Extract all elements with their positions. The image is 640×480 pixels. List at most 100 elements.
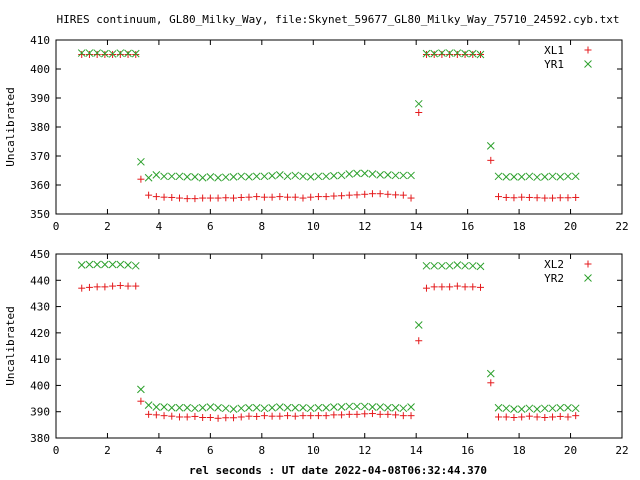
- data-point: [438, 261, 446, 270]
- x-tick-label: 10: [307, 444, 320, 457]
- data-point: [517, 173, 526, 181]
- data-point: [453, 282, 461, 290]
- data-point: [85, 283, 93, 291]
- data-point: [237, 172, 246, 181]
- data-point: [260, 404, 269, 413]
- data-point: [268, 193, 276, 201]
- data-point: [487, 379, 495, 387]
- data-point: [422, 49, 431, 58]
- data-point: [525, 412, 533, 420]
- data-point: [548, 172, 557, 181]
- data-point: [368, 410, 376, 418]
- data-point: [291, 171, 300, 180]
- data-point: [430, 261, 439, 270]
- y-axis-label: Uncalibrated: [4, 306, 17, 385]
- x-tick-label: 18: [512, 220, 525, 233]
- data-point: [392, 191, 400, 199]
- data-point: [230, 194, 238, 202]
- plot-frame: [55, 253, 623, 439]
- x-tick-label: 2: [104, 444, 111, 457]
- data-point: [438, 283, 446, 291]
- data-point: [145, 410, 153, 418]
- x-axis-label: rel seconds : UT date 2022-04-08T06:32:4…: [189, 464, 487, 477]
- data-point: [477, 283, 484, 291]
- data-point: [399, 171, 408, 180]
- data-point: [376, 403, 385, 411]
- data-point: [109, 282, 117, 290]
- data-point: [486, 369, 495, 378]
- data-point: [468, 261, 477, 270]
- data-point: [376, 410, 384, 418]
- data-point: [299, 403, 307, 412]
- data-point: [85, 260, 94, 269]
- data-point: [93, 260, 102, 269]
- x-tick-label: 16: [461, 444, 474, 457]
- data-point: [93, 51, 101, 58]
- data-point: [229, 173, 238, 181]
- data-point: [337, 171, 346, 180]
- data-point: [330, 403, 338, 411]
- x-tick-label: 18: [512, 444, 525, 457]
- data-point: [77, 49, 86, 57]
- data-point: [214, 194, 222, 202]
- data-point: [245, 193, 253, 201]
- data-point: [124, 282, 132, 290]
- y-tick-label: 430: [30, 301, 50, 314]
- data-point: [160, 403, 168, 411]
- data-point: [360, 402, 369, 411]
- y-tick-label: 390: [30, 92, 50, 105]
- data-point: [564, 172, 572, 181]
- x-tick-label: 20: [564, 220, 577, 233]
- legend-marker: [584, 260, 592, 268]
- data-point: [237, 193, 245, 201]
- data-point: [198, 403, 207, 412]
- data-point: [517, 405, 526, 413]
- data-point: [93, 283, 101, 291]
- data-point: [284, 193, 292, 201]
- data-point: [391, 403, 400, 412]
- y-tick-label: 380: [30, 121, 50, 134]
- data-point: [175, 172, 184, 181]
- data-point: [306, 404, 315, 413]
- series-yr2: [77, 260, 580, 413]
- data-point: [533, 194, 541, 202]
- data-point: [353, 410, 361, 418]
- data-point: [368, 403, 377, 411]
- data-point: [268, 403, 276, 412]
- data-point: [525, 404, 534, 413]
- data-point: [116, 260, 125, 269]
- data-point: [446, 51, 454, 58]
- data-point: [564, 194, 572, 202]
- data-point: [330, 192, 338, 200]
- legend-marker: [584, 60, 592, 68]
- data-point: [502, 413, 510, 421]
- data-point: [214, 414, 222, 422]
- data-point: [510, 194, 518, 202]
- data-point: [276, 193, 284, 201]
- data-point: [306, 173, 315, 181]
- data-point: [533, 413, 541, 421]
- data-point: [77, 261, 86, 269]
- data-point: [191, 404, 199, 413]
- data-point: [330, 171, 338, 180]
- data-point: [518, 413, 526, 421]
- data-point: [322, 193, 330, 201]
- plot-panel-1: 0 2 4 6 8 10 12 14 16 18 20 22 350 360 370 380 390 400 410…: [4, 34, 629, 233]
- data-point: [168, 412, 176, 420]
- data-point: [337, 403, 346, 411]
- plot-frame: [55, 39, 623, 215]
- data-point: [391, 171, 400, 180]
- x-tick-label: 16: [461, 220, 474, 233]
- data-point: [549, 194, 557, 202]
- data-point: [299, 412, 307, 420]
- data-point: [78, 284, 86, 292]
- data-point: [376, 190, 384, 198]
- data-point: [407, 194, 415, 202]
- y-tick-label: 350: [30, 208, 50, 221]
- data-point: [175, 194, 183, 202]
- data-point: [214, 173, 222, 182]
- data-point: [533, 405, 541, 413]
- data-point: [108, 50, 117, 58]
- x-tick-label: 6: [207, 444, 214, 457]
- data-point: [384, 170, 392, 179]
